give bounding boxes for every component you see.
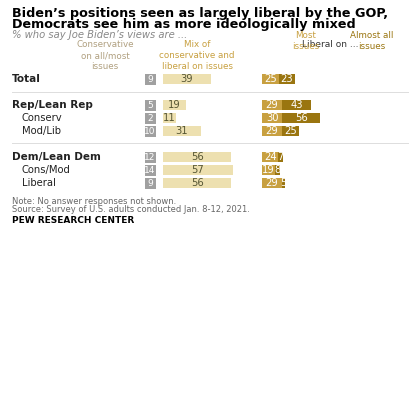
Text: 25: 25 [264, 74, 277, 84]
Bar [144, 113, 155, 123]
Text: Cons/Mod: Cons/Mod [22, 165, 71, 175]
Bar [144, 126, 155, 136]
Text: 7: 7 [278, 152, 284, 162]
Bar [144, 100, 155, 110]
Text: Most
issues: Most issues [292, 31, 320, 51]
Text: 2: 2 [147, 113, 153, 123]
Bar [163, 165, 233, 175]
Text: % who say Joe Biden’s views are ...: % who say Joe Biden’s views are ... [12, 30, 187, 40]
Text: 11: 11 [163, 113, 176, 123]
Bar [282, 178, 285, 188]
Text: Dem/Lean Dem: Dem/Lean Dem [12, 152, 101, 162]
Text: Total: Total [12, 74, 41, 84]
Text: Biden’s positions seen as largely liberal by the GOP,: Biden’s positions seen as largely libera… [12, 7, 388, 20]
Text: 31: 31 [176, 126, 188, 136]
Text: 9: 9 [147, 178, 153, 188]
Text: Note: No answer responses not shown.: Note: No answer responses not shown. [12, 197, 176, 206]
Text: 29: 29 [265, 100, 278, 110]
Text: Mix of
conservative and
liberal on issues: Mix of conservative and liberal on issue… [159, 40, 235, 71]
Text: 43: 43 [290, 100, 302, 110]
Bar [163, 74, 210, 84]
Text: 57: 57 [192, 165, 204, 175]
Bar [275, 165, 281, 175]
Bar [282, 113, 320, 123]
Text: 10: 10 [144, 126, 156, 136]
Text: 14: 14 [144, 165, 156, 175]
Text: 29: 29 [265, 178, 278, 188]
Bar [282, 100, 311, 110]
Text: 19: 19 [262, 165, 275, 175]
Bar [163, 100, 186, 110]
Text: 29: 29 [265, 126, 278, 136]
Text: 56: 56 [191, 178, 204, 188]
Text: 39: 39 [181, 74, 193, 84]
Text: 19: 19 [168, 100, 181, 110]
Bar [163, 113, 176, 123]
Text: 23: 23 [281, 74, 293, 84]
Text: 30: 30 [266, 113, 278, 123]
Bar [262, 126, 282, 136]
Bar [262, 100, 282, 110]
Bar [279, 74, 295, 84]
Text: PEW RESEARCH CENTER: PEW RESEARCH CENTER [12, 216, 134, 225]
Text: Conservative
on all/most
issues: Conservative on all/most issues [76, 40, 134, 71]
Bar [262, 74, 279, 84]
Text: 24: 24 [264, 152, 276, 162]
Text: Conserv: Conserv [22, 113, 63, 123]
Bar [278, 152, 283, 162]
Bar [163, 126, 201, 136]
Text: 8: 8 [275, 165, 281, 175]
Bar [144, 74, 155, 84]
Bar [262, 165, 275, 175]
Bar [282, 126, 299, 136]
Text: Almost all
issues: Almost all issues [350, 31, 394, 51]
Bar [144, 178, 155, 188]
Bar [144, 152, 155, 162]
Bar [262, 113, 282, 123]
Text: 56: 56 [191, 152, 204, 162]
Bar [262, 152, 278, 162]
Text: Rep/Lean Rep: Rep/Lean Rep [12, 100, 93, 110]
Text: 9: 9 [147, 74, 153, 84]
Bar [163, 152, 231, 162]
Text: 25: 25 [284, 126, 297, 136]
Text: Liberal on ...: Liberal on ... [302, 40, 358, 49]
Text: Democrats see him as more ideologically mixed: Democrats see him as more ideologically … [12, 18, 356, 31]
Text: 56: 56 [295, 113, 308, 123]
Text: Liberal: Liberal [22, 178, 56, 188]
Bar [262, 178, 282, 188]
Bar [163, 178, 231, 188]
Text: 5: 5 [147, 100, 153, 110]
Text: 5: 5 [280, 178, 286, 188]
Text: Mod/Lib: Mod/Lib [22, 126, 61, 136]
Text: Source: Survey of U.S. adults conducted Jan. 8-12, 2021.: Source: Survey of U.S. adults conducted … [12, 205, 250, 214]
Text: 12: 12 [144, 152, 156, 162]
Bar [144, 165, 155, 175]
